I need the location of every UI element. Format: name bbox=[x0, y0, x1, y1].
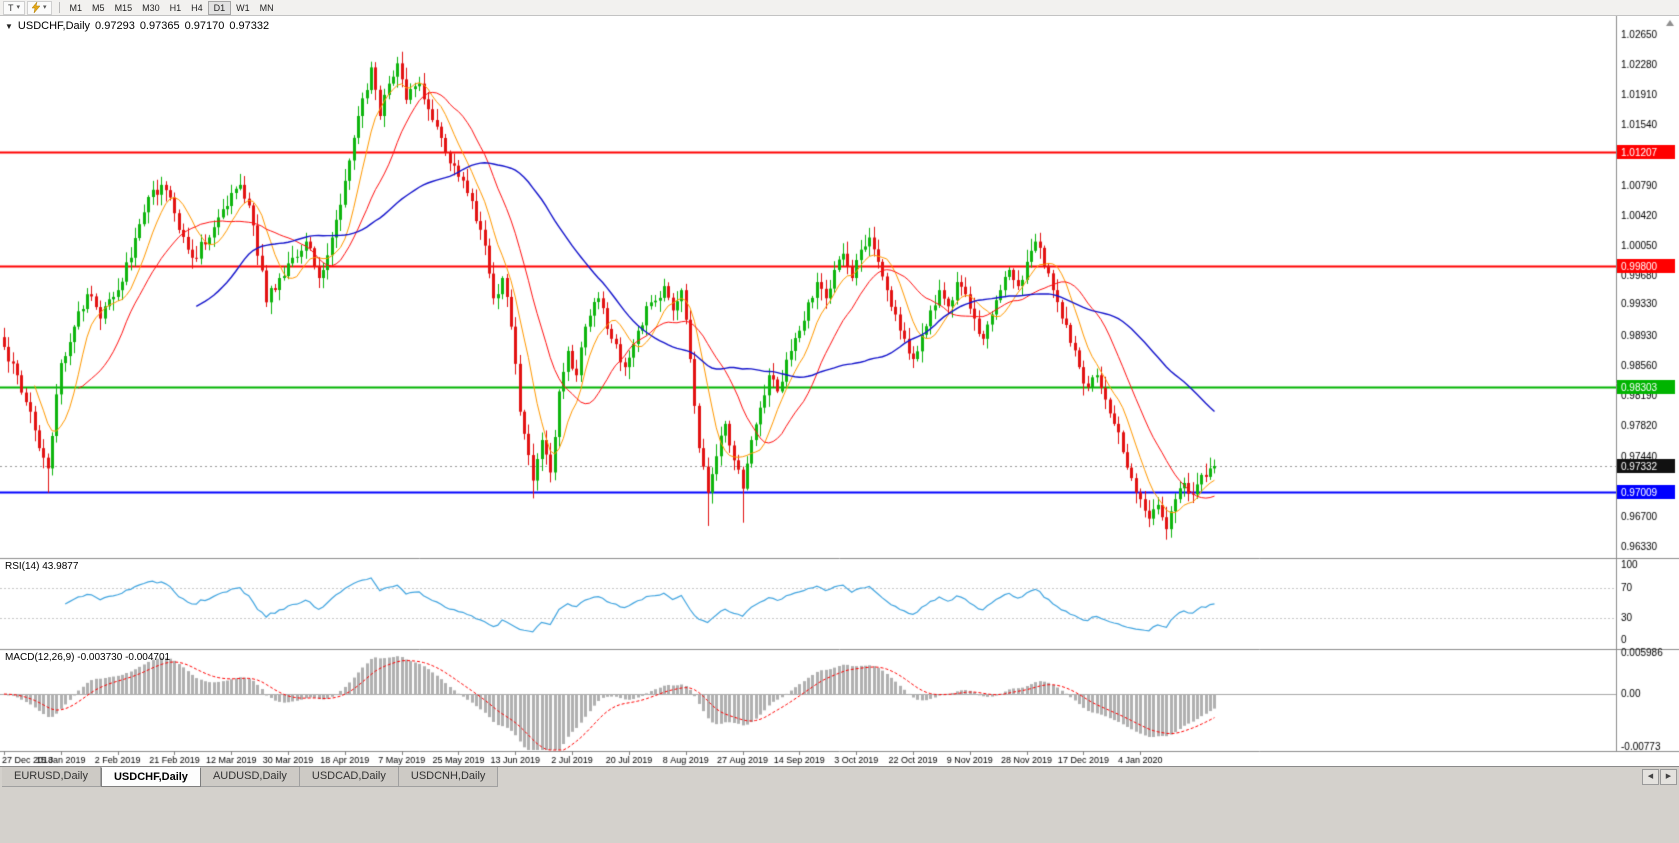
chevron-down-icon: ▾ bbox=[43, 4, 47, 11]
chart-tools-label: T bbox=[8, 2, 14, 13]
chart-tab-usdchf[interactable]: USDCHF,Daily bbox=[100, 767, 201, 787]
chart-tab-usdcnh[interactable]: USDCNH,Daily bbox=[398, 767, 499, 787]
toolbar: T ▾ ▾ M1 M5 M15 M30 H1 H4 D1 W1 MN bbox=[0, 0, 1679, 16]
tab-scroll-left-button[interactable]: ◀ bbox=[1642, 769, 1659, 785]
tab-scroll-controls: ◀ ▶ bbox=[1642, 769, 1677, 785]
chart-tabs: EURUSD,Daily USDCHF,Daily AUDUSD,Daily USDC… bbox=[2, 767, 499, 787]
lightning-icon bbox=[32, 2, 41, 13]
chart-tools-dropdown-button[interactable]: T ▾ bbox=[3, 0, 26, 15]
timeframe-button-group: M1 M5 M15 M30 H1 H4 D1 W1 MN bbox=[65, 0, 279, 15]
timeframe-button-m5[interactable]: M5 bbox=[92, 2, 105, 13]
price-chart-canvas[interactable] bbox=[0, 16, 1679, 766]
timeframe-button-h1[interactable]: H1 bbox=[169, 2, 182, 13]
quick-period-dropdown-button[interactable]: ▾ bbox=[27, 0, 52, 15]
chart-panel[interactable]: ▼ USDCHF,Daily 0.97293 0.97365 0.97170 0… bbox=[0, 16, 1679, 766]
chevron-down-icon: ▾ bbox=[16, 4, 21, 11]
timeframe-button-d1[interactable]: D1 bbox=[207, 0, 232, 15]
chart-tab-usdcad[interactable]: USDCAD,Daily bbox=[299, 767, 399, 787]
chart-tab-bar: EURUSD,Daily USDCHF,Daily AUDUSD,Daily USDC… bbox=[0, 766, 1679, 787]
timeframe-button-mn[interactable]: MN bbox=[259, 2, 274, 13]
timeframe-button-h4[interactable]: H4 bbox=[191, 2, 203, 13]
tab-scroll-right-button[interactable]: ▶ bbox=[1660, 769, 1677, 785]
timeframe-button-m30[interactable]: M30 bbox=[142, 2, 160, 13]
chart-tab-audusd[interactable]: AUDUSD,Daily bbox=[200, 767, 300, 787]
toolbar-separator bbox=[58, 2, 60, 13]
timeframe-button-m1[interactable]: M1 bbox=[69, 2, 83, 13]
chart-tab-eurusd[interactable]: EURUSD,Daily bbox=[2, 767, 101, 787]
timeframe-button-w1[interactable]: W1 bbox=[236, 2, 250, 13]
timeframe-button-m15[interactable]: M15 bbox=[114, 2, 133, 13]
